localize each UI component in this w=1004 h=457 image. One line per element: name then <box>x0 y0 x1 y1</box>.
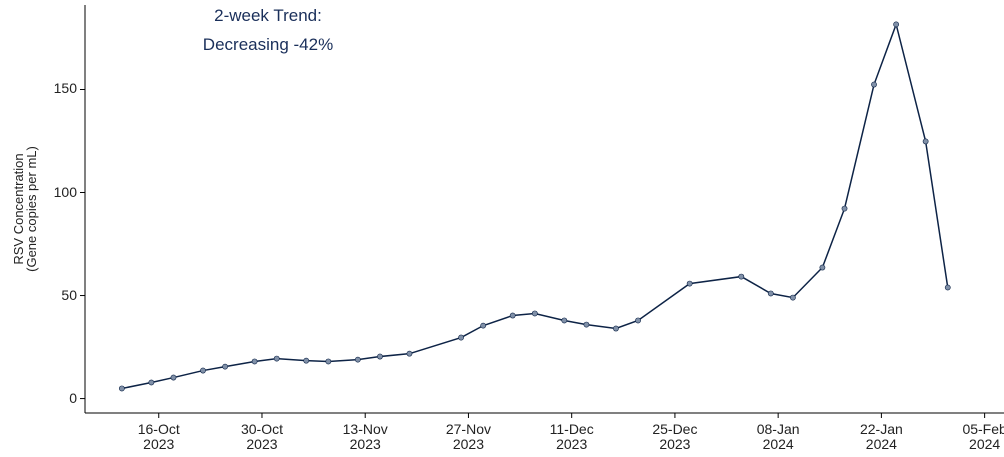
point <box>841 205 848 212</box>
point <box>377 353 383 360</box>
point <box>148 379 155 386</box>
y-tick-label: 150 <box>53 80 77 97</box>
point <box>738 273 745 280</box>
point <box>303 357 310 364</box>
x-tick-label: 05-Feb 2024 <box>962 421 1004 452</box>
line <box>121 21 949 390</box>
point <box>819 264 826 271</box>
point <box>767 290 774 297</box>
x-tick-label: 08-Jan 2024 <box>756 421 800 452</box>
point <box>561 317 568 324</box>
point <box>458 334 464 341</box>
point <box>922 138 929 145</box>
point <box>480 322 487 329</box>
annotation: 2-week Trend: Decreasing -42% <box>202 6 334 54</box>
point <box>613 325 619 332</box>
point <box>118 385 125 392</box>
x-tick-label: 27-Nov 2023 <box>445 421 491 452</box>
x-tick-label: 16-Oct 2023 <box>137 421 180 452</box>
y-tick-label: 0 <box>69 389 77 406</box>
point <box>944 284 951 291</box>
point <box>273 355 280 362</box>
point <box>790 294 796 301</box>
point <box>222 363 229 370</box>
point <box>200 367 206 374</box>
point <box>635 317 641 324</box>
y-tick-label: 100 <box>53 183 77 200</box>
x-tick-label: 22-Jan 2024 <box>859 421 903 452</box>
x-tick-label: 25-Dec 2023 <box>652 421 698 452</box>
y-axis-label: RSV Concentration (Gene copies per mL) <box>11 146 39 272</box>
x-tick-label: 11-Dec 2023 <box>549 421 594 452</box>
point <box>893 21 900 28</box>
y-tick-label: 50 <box>61 286 77 303</box>
point <box>686 280 693 287</box>
point <box>583 321 590 328</box>
point <box>325 358 332 365</box>
point <box>170 374 177 381</box>
point <box>509 312 516 319</box>
x-tick-label: 13-Nov 2023 <box>342 421 388 452</box>
point <box>406 350 413 357</box>
point <box>871 81 877 88</box>
point <box>531 310 538 317</box>
x-tick-label: 30-Oct 2023 <box>240 421 283 452</box>
point <box>251 358 258 365</box>
point <box>354 356 361 363</box>
